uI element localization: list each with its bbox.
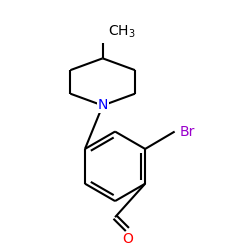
Text: Br: Br xyxy=(180,124,195,138)
Text: CH$_3$: CH$_3$ xyxy=(108,24,135,40)
Text: N: N xyxy=(98,98,108,112)
Text: O: O xyxy=(122,232,133,246)
